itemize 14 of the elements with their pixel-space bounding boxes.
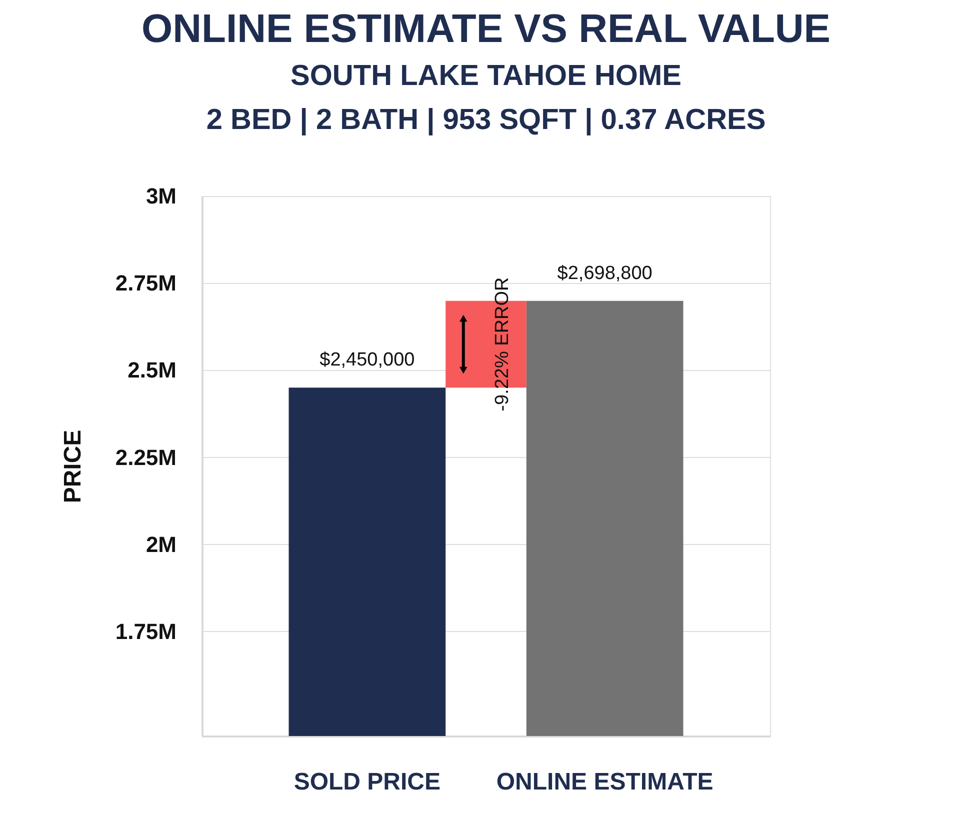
data-label: $2,450,000 [320,350,415,371]
x-tick-label: ONLINE ESTIMATE [496,768,714,796]
chart-title: ONLINE ESTIMATE VS REAL VALUE [142,7,830,51]
y-tick-label: 3M [146,184,176,208]
chart-subtitle: SOUTH LAKE TAHOE HOME 2 BED | 2 BATH | 953 SQFT | 0.37 ACRES [206,60,766,136]
y-tick-label: 2M [146,532,176,557]
y-axis-title: PRICE [59,430,86,504]
y-tick-label: 2.5M [128,358,176,383]
x-tick-label: SOLD PRICE [294,768,441,796]
y-tick-label: 2.75M [115,270,176,296]
y-tick-label: 2.25M [115,444,176,470]
band-label: -9.22% ERROR [492,277,514,412]
data-label: $2,698,800 [557,262,652,284]
y-tick-label: 1.75M [115,618,176,644]
